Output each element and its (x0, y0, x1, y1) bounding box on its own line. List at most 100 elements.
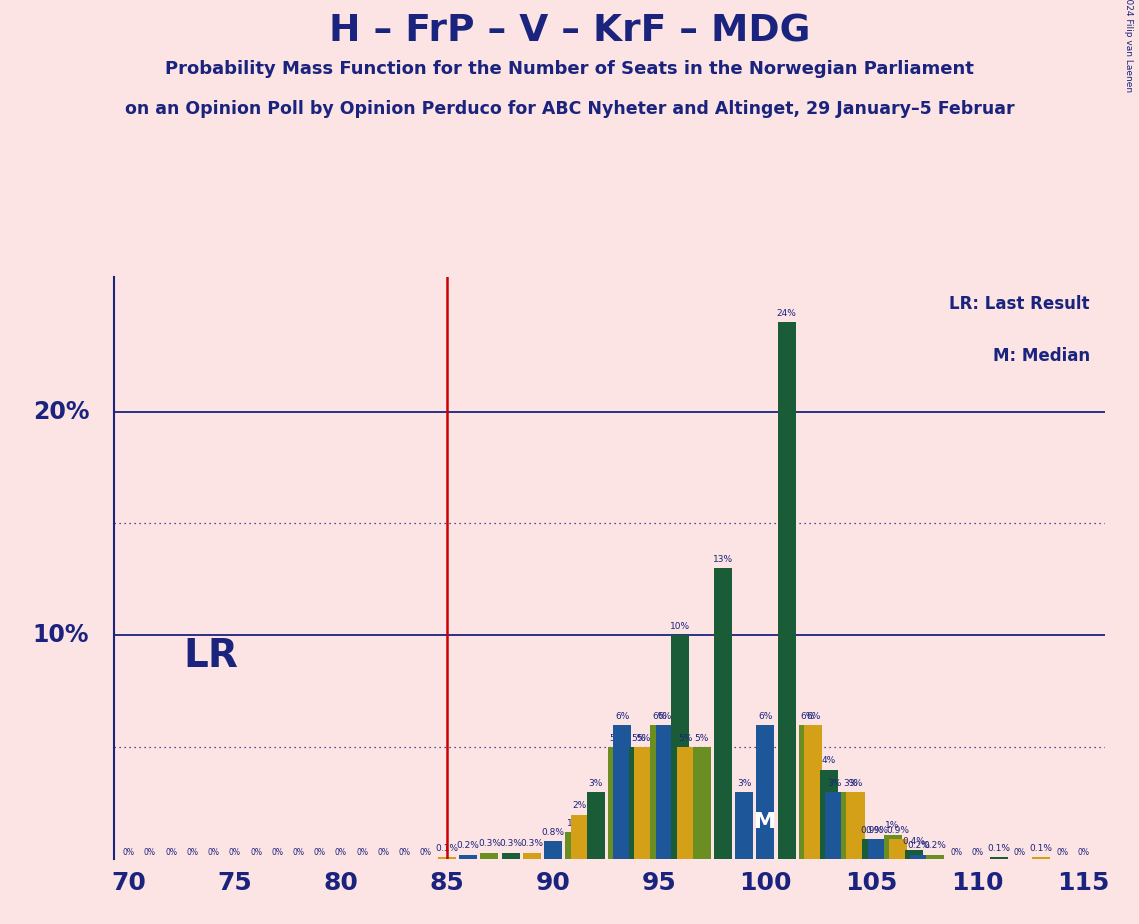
Text: 1%: 1% (885, 821, 900, 830)
Text: 0%: 0% (357, 848, 368, 857)
Bar (671, 636, 689, 859)
Text: LR: Last Result: LR: Last Result (950, 295, 1090, 312)
Text: 3%: 3% (843, 779, 858, 787)
Bar (778, 322, 795, 859)
Bar (439, 857, 456, 859)
Text: 0%: 0% (420, 848, 432, 857)
Bar (608, 748, 625, 859)
Bar (523, 853, 541, 859)
Text: 0.9%: 0.9% (866, 826, 888, 834)
Text: H – FrP – V – KrF – MDG: H – FrP – V – KrF – MDG (329, 14, 810, 50)
Text: 6%: 6% (657, 711, 672, 721)
Text: M: Median: M: Median (993, 347, 1090, 365)
Bar (820, 770, 838, 859)
Text: 10%: 10% (33, 624, 89, 648)
Text: 0%: 0% (1014, 848, 1026, 857)
Bar (842, 792, 859, 859)
Bar (910, 855, 928, 859)
Text: 3%: 3% (589, 779, 603, 787)
Text: 0%: 0% (1077, 848, 1090, 857)
Text: 0.1%: 0.1% (988, 844, 1010, 853)
Bar (613, 725, 631, 859)
Text: 5%: 5% (631, 734, 645, 743)
Text: 0.3%: 0.3% (478, 839, 501, 848)
Bar (804, 725, 822, 859)
Text: 20%: 20% (33, 399, 89, 423)
Text: 0%: 0% (123, 848, 134, 857)
Text: 0%: 0% (950, 848, 962, 857)
Text: 6%: 6% (806, 711, 820, 721)
Text: 0%: 0% (399, 848, 410, 857)
Text: 0%: 0% (1056, 848, 1068, 857)
Text: 0%: 0% (207, 848, 220, 857)
Bar (826, 792, 843, 859)
Bar (868, 839, 886, 859)
Bar (735, 792, 753, 859)
Text: 5%: 5% (679, 734, 693, 743)
Text: 0%: 0% (335, 848, 347, 857)
Text: 0.2%: 0.2% (457, 842, 480, 850)
Text: 10%: 10% (671, 622, 690, 631)
Text: 0.1%: 0.1% (435, 844, 459, 853)
Text: 0%: 0% (377, 848, 390, 857)
Text: 0%: 0% (271, 848, 284, 857)
Text: on an Opinion Poll by Opinion Perduco for ABC Nyheter and Altinget, 29 January–5: on an Opinion Poll by Opinion Perduco fo… (124, 100, 1015, 117)
Text: 6%: 6% (801, 711, 814, 721)
Bar (656, 725, 673, 859)
Bar (990, 857, 1008, 859)
Bar (629, 748, 647, 859)
Text: 24%: 24% (777, 309, 796, 318)
Bar (650, 725, 669, 859)
Text: 6%: 6% (652, 711, 666, 721)
Bar (756, 725, 775, 859)
Text: 0%: 0% (187, 848, 198, 857)
Bar (884, 834, 902, 859)
Bar (1032, 857, 1050, 859)
Text: 0%: 0% (293, 848, 304, 857)
Text: 0.4%: 0.4% (902, 837, 925, 845)
Text: 3%: 3% (849, 779, 862, 787)
Text: 0%: 0% (313, 848, 326, 857)
Text: 0%: 0% (165, 848, 178, 857)
Text: 0.1%: 0.1% (1030, 844, 1052, 853)
Text: 0.8%: 0.8% (542, 828, 565, 837)
Text: 0.3%: 0.3% (521, 839, 543, 848)
Text: 0.9%: 0.9% (860, 826, 883, 834)
Text: 2%: 2% (573, 801, 587, 810)
Text: 0%: 0% (251, 848, 262, 857)
Bar (571, 815, 589, 859)
Text: 3%: 3% (827, 779, 842, 787)
Text: 4%: 4% (822, 756, 836, 765)
Text: 0%: 0% (972, 848, 983, 857)
Bar (459, 855, 477, 859)
Text: Probability Mass Function for the Number of Seats in the Norwegian Parliament: Probability Mass Function for the Number… (165, 60, 974, 78)
Text: 5%: 5% (609, 734, 624, 743)
Bar (846, 792, 865, 859)
Text: 13%: 13% (713, 554, 734, 564)
Bar (888, 839, 907, 859)
Text: 5%: 5% (636, 734, 650, 743)
Bar (926, 855, 944, 859)
Bar (798, 725, 817, 859)
Text: LR: LR (183, 637, 238, 675)
Bar (693, 748, 711, 859)
Text: © 2024 Filip van Laenen: © 2024 Filip van Laenen (1124, 0, 1133, 92)
Bar (544, 842, 563, 859)
Bar (714, 568, 732, 859)
Text: 0.9%: 0.9% (886, 826, 909, 834)
Bar (904, 850, 923, 859)
Text: 0.2%: 0.2% (908, 842, 931, 850)
Bar (481, 853, 499, 859)
Bar (862, 839, 880, 859)
Text: 0%: 0% (144, 848, 156, 857)
Text: M: M (754, 812, 777, 833)
Text: 0%: 0% (229, 848, 240, 857)
Text: 1%: 1% (567, 819, 582, 828)
Text: 6%: 6% (615, 711, 629, 721)
Bar (565, 833, 583, 859)
Text: 6%: 6% (759, 711, 772, 721)
Text: 0.3%: 0.3% (499, 839, 522, 848)
Text: 5%: 5% (695, 734, 708, 743)
Text: 0.2%: 0.2% (924, 842, 947, 850)
Bar (587, 792, 605, 859)
